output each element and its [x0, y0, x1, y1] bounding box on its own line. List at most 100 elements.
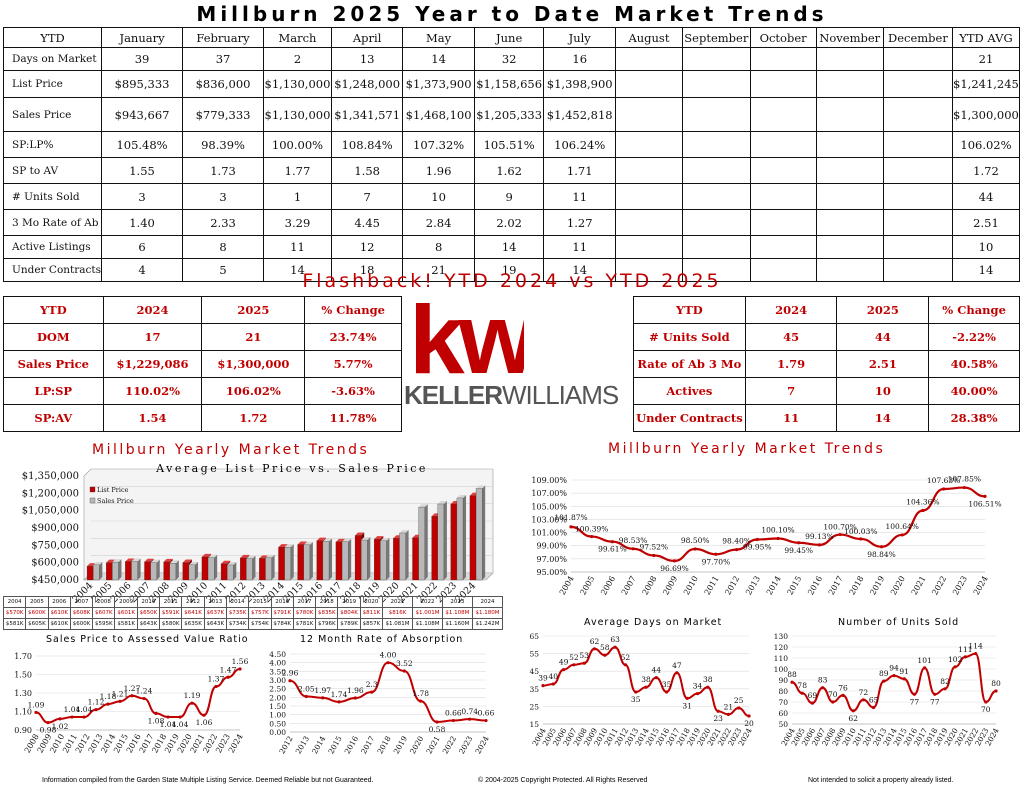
table-cell: 11: [543, 183, 616, 210]
data-label: 49: [559, 658, 569, 667]
bar-side: [137, 558, 141, 580]
lpsp-year: 2013: [203, 596, 227, 608]
units-line-chart: 5060708090100110120130887869837076627265…: [774, 632, 1001, 748]
compare-header: 2025: [836, 296, 930, 324]
table-cell: [815, 70, 884, 98]
compare-cell: 40.58%: [928, 350, 1020, 378]
table-cell: [815, 258, 884, 282]
data-label: 0.66: [478, 709, 495, 718]
table-cell: [614, 258, 683, 282]
data-point: [902, 677, 906, 681]
table-cell: [681, 258, 751, 282]
y-tick-label: $750,000: [31, 540, 79, 551]
lpsp-sale: $1.108M: [412, 618, 443, 630]
compare-cell: $1,300,000: [201, 350, 306, 378]
lpsp-year: 2007: [69, 596, 94, 608]
lpsp-sale: $605K: [25, 618, 49, 630]
lpsp-year: 2005: [25, 596, 49, 608]
list-price-bar: [431, 516, 438, 581]
data-label: 100.03%: [844, 527, 877, 536]
lpsp-sale: $754K: [248, 618, 272, 630]
lpsp-sale: $789K: [337, 618, 361, 630]
lpsp-list: $607K: [92, 607, 116, 619]
table-cell: 19: [473, 258, 545, 282]
y-tick-label: $900,000: [31, 523, 79, 534]
table-cell: [882, 157, 953, 184]
sales-price-bar: [456, 497, 464, 581]
month-header: January: [101, 27, 184, 48]
data-label: 96.69%: [660, 564, 689, 573]
data-label: 1.18: [100, 692, 117, 701]
y-tick-label: 65: [529, 632, 539, 641]
data-label: 34: [693, 682, 703, 691]
data-point: [572, 663, 576, 667]
data-point: [685, 696, 689, 700]
y-tick-label: 45: [529, 667, 539, 676]
left-section-title: Millburn Yearly Market Trends: [92, 442, 370, 458]
x-tick-label: 2011: [703, 575, 721, 597]
data-label: 1.97: [314, 686, 331, 695]
data-label: 83: [818, 676, 828, 685]
table-cell: 14: [402, 47, 475, 71]
ytd-table: YTD January February March April May June July A…: [2, 27, 1021, 282]
y-tick-label: 1.50: [269, 702, 286, 711]
data-label: 31: [682, 701, 692, 710]
list-price-bar: [220, 563, 228, 581]
bar-top: [227, 561, 237, 565]
compare-cell: 7: [744, 377, 838, 405]
footer-copyright: © 2004-2025 Copyright Protected. All Rig…: [478, 777, 648, 784]
x-tick-label: 2010: [682, 575, 700, 597]
table-cell: 2.33: [182, 209, 265, 236]
table-cell: [749, 157, 817, 184]
ytd-row: SP to AV 1.55 1.73 1.77 1.58 1.96 1.62 1.71 1.72: [2, 157, 1021, 184]
legend-label: List Price: [97, 486, 129, 494]
y-tick-label: 105.00%: [531, 502, 567, 511]
bar-top: [201, 553, 212, 557]
y-tick-label: $1,200,000: [22, 488, 79, 499]
data-point: [983, 494, 987, 498]
table-cell: 8: [182, 235, 265, 259]
data-point: [851, 709, 855, 713]
table-cell: 10: [402, 183, 475, 210]
data-point: [118, 699, 122, 703]
row-label: SP:LP%: [2, 131, 103, 158]
y-tick-label: 3.50: [269, 667, 286, 676]
lpsp-sale: $600K: [69, 618, 94, 630]
data-point: [590, 534, 594, 539]
x-tick-label: 2007: [620, 575, 638, 597]
data-point: [665, 690, 669, 694]
data-label: 62: [848, 714, 858, 723]
bar-side: [175, 560, 179, 580]
y-tick-label: $1,050,000: [22, 506, 79, 517]
row-label: Sales Price: [2, 97, 103, 132]
x-tick-label: 2016: [806, 575, 824, 597]
bar-top: [322, 538, 333, 542]
month-header: December: [882, 27, 953, 48]
ytd-avg-cell: 21: [951, 47, 1021, 71]
compare-cell: 10: [836, 377, 930, 405]
data-point: [238, 667, 242, 671]
data-label: 1.24: [136, 687, 153, 696]
compare-cell: 5.77%: [304, 350, 402, 378]
legend-swatch: [89, 486, 96, 493]
y-tick-label: $1,350,000: [22, 471, 79, 482]
lpsp-year: 2018: [315, 596, 339, 608]
page-title: Millburn 2025 Year to Date Market Trends: [196, 2, 828, 26]
table-cell: [681, 235, 751, 259]
table-cell: [614, 131, 683, 158]
table-cell: 98.39%: [182, 131, 265, 158]
compare-cell: $1,229,086: [102, 350, 203, 378]
data-point: [695, 692, 700, 696]
ytd-avg-cell: 2.51: [951, 209, 1021, 236]
y-tick-label: 55: [529, 650, 539, 659]
lpsp-list: $811K: [359, 607, 384, 619]
list-price-bar: [182, 562, 190, 581]
lpsp-sale: $643K: [203, 618, 227, 630]
ytd-avg-cell: $1,241,245: [951, 70, 1021, 98]
data-point: [106, 702, 110, 706]
data-point: [582, 661, 586, 665]
data-label: 21: [724, 702, 734, 711]
data-label: 70: [981, 705, 991, 714]
data-point: [190, 701, 194, 705]
data-label: 4.00: [380, 651, 397, 660]
